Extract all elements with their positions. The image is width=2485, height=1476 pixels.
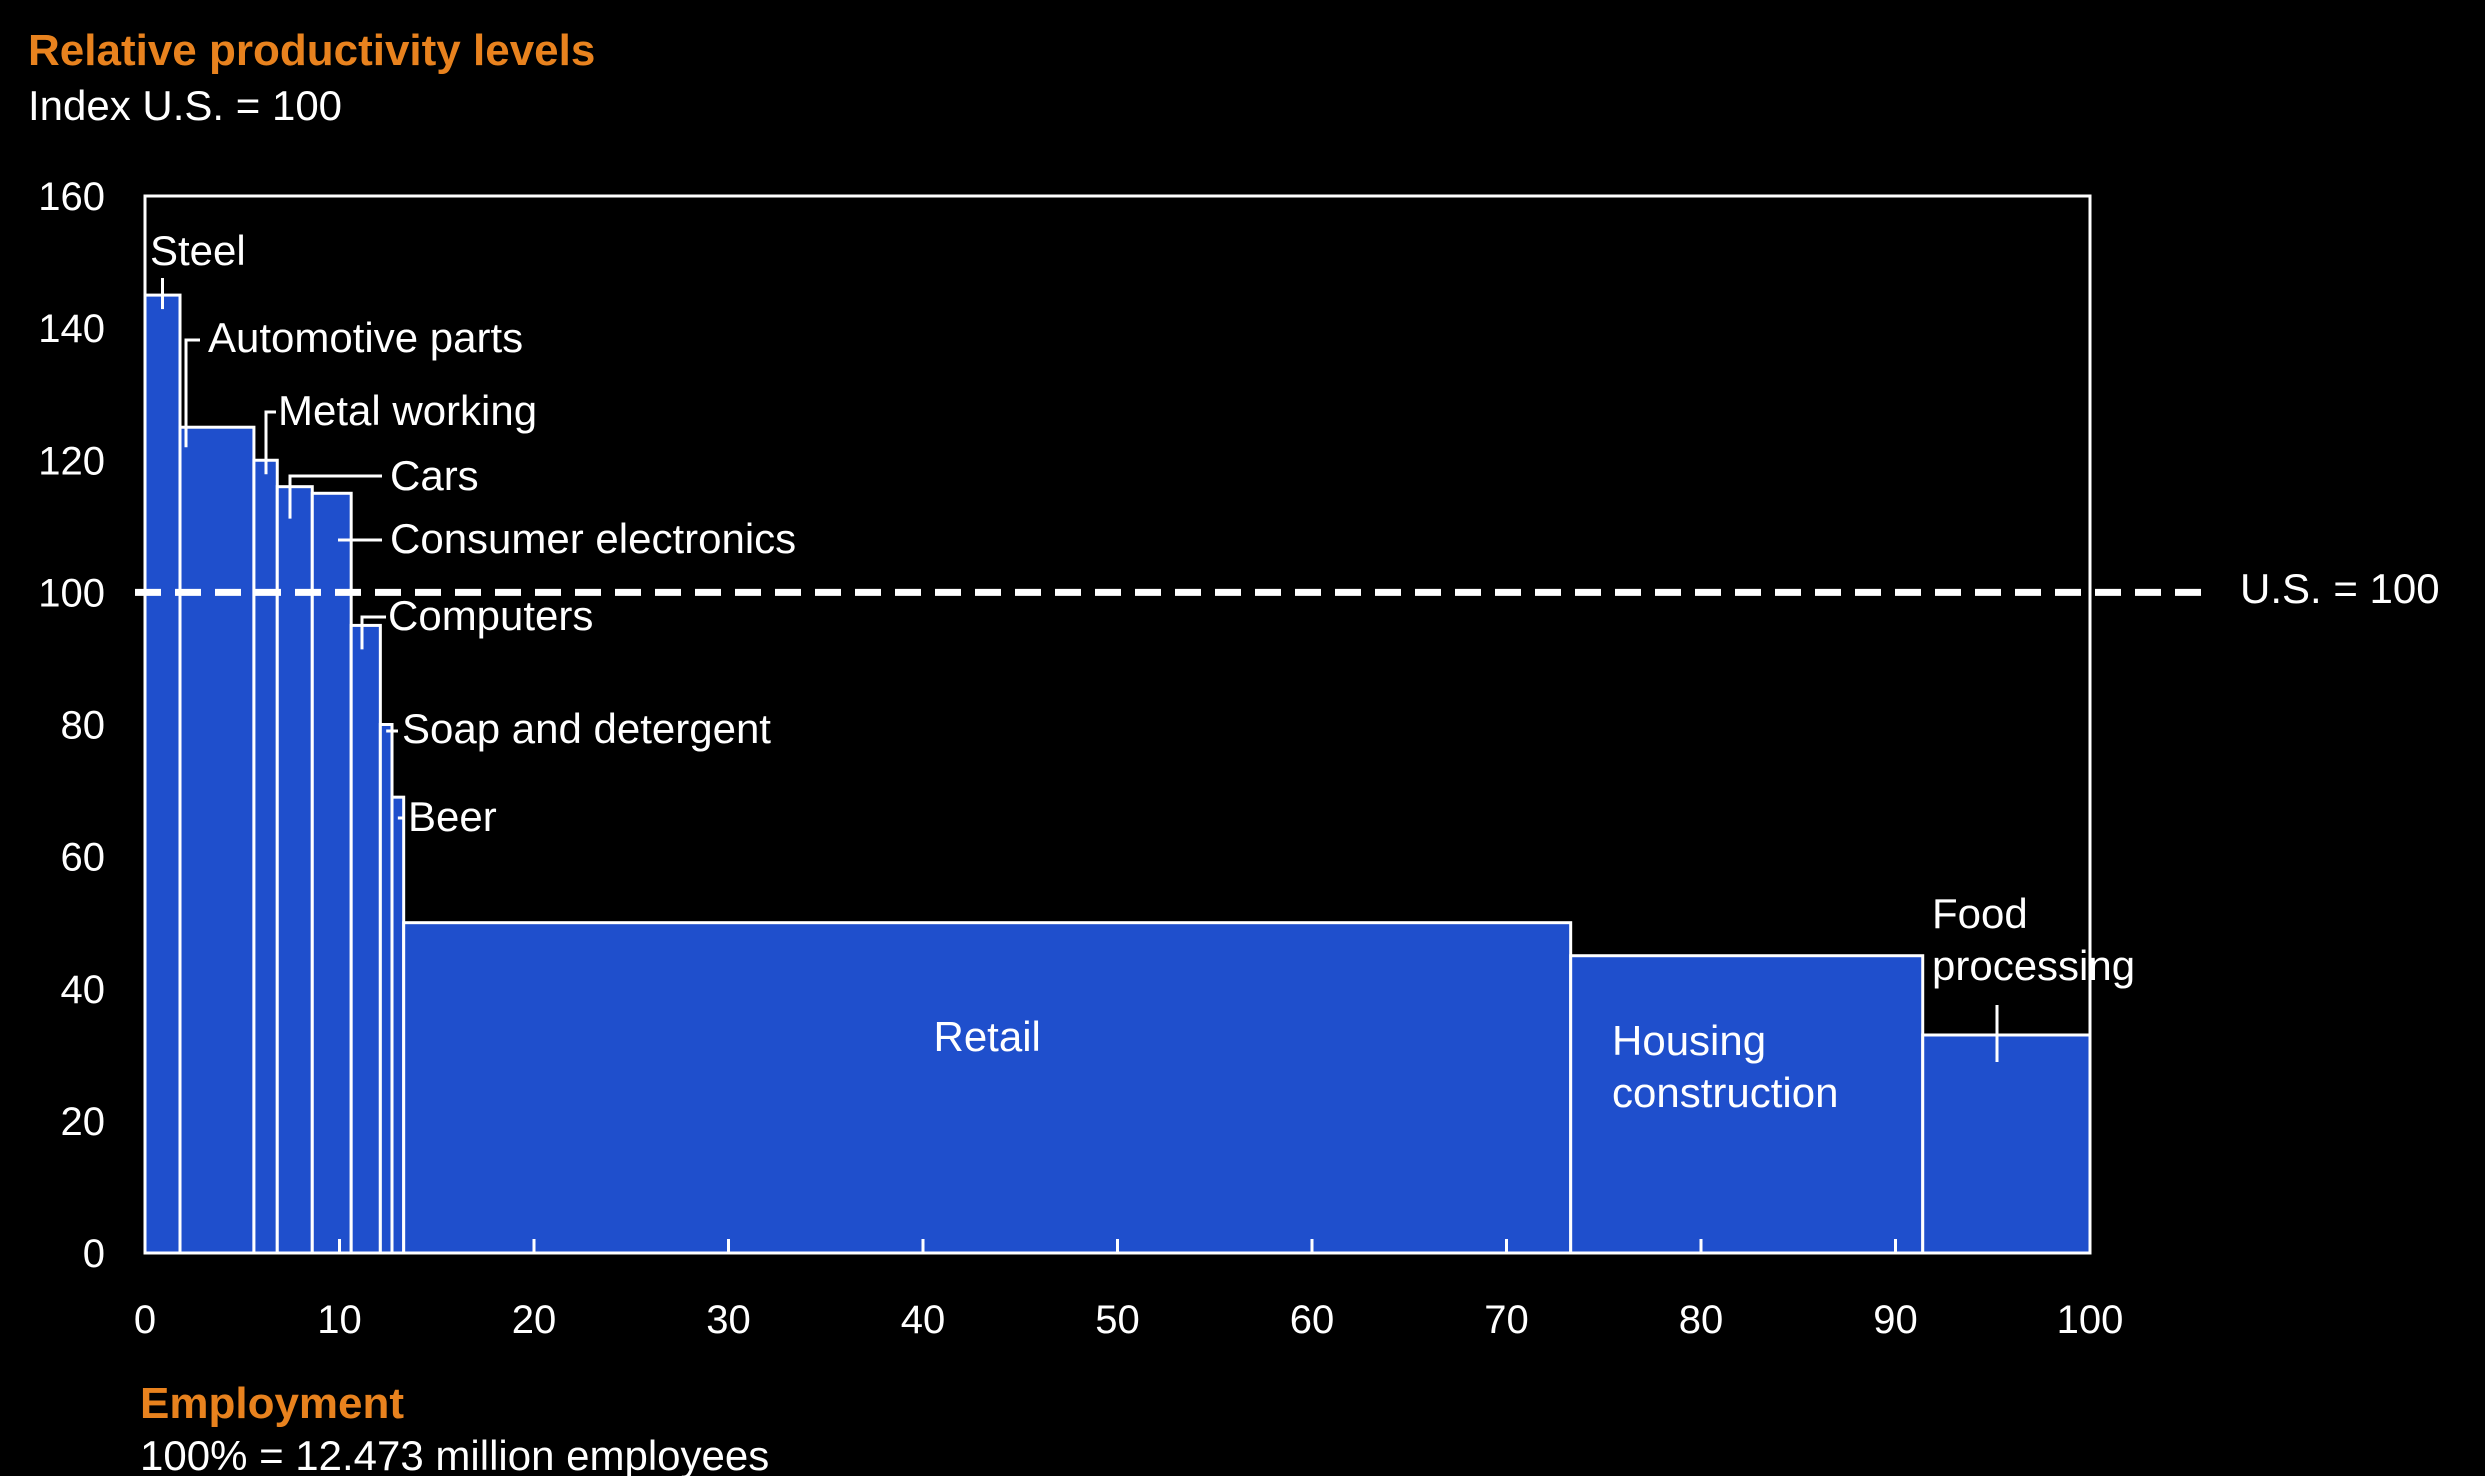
y-tick-label: 160 <box>38 175 105 219</box>
bar-food-processing <box>1921 1033 2092 1255</box>
x-axis-note: 100% = 12.473 million employees <box>140 1432 769 1476</box>
bar-soap-and-detergent <box>378 723 394 1255</box>
bar-metal-working <box>252 458 279 1255</box>
y-tick-label: 20 <box>61 1100 106 1144</box>
bar-beer <box>390 795 406 1255</box>
y-tick-label: 100 <box>38 571 105 615</box>
label-retail: Retail <box>933 1013 1040 1060</box>
bar-consumer-electronics <box>310 491 353 1255</box>
x-tick-label: 40 <box>901 1298 946 1342</box>
x-tick-label: 70 <box>1484 1298 1529 1342</box>
leader-automotive-parts <box>184 338 200 448</box>
axes-group: 0 20 40 60 80 100 120 140 160 0 10 20 30 40 50 60 70 80 90… <box>38 175 2210 1342</box>
segment-labels-group: Steel Automotive parts Metal working Cars Co… <box>150 227 2135 1116</box>
x-tick-label: 60 <box>1290 1298 1335 1342</box>
x-tick-label: 10 <box>317 1298 362 1342</box>
y-tick-label: 80 <box>61 704 106 748</box>
label-food-processing: Food processing <box>1932 890 2135 989</box>
bar-retail <box>402 921 1573 1255</box>
label-automotive-parts: Automotive parts <box>208 314 523 361</box>
y-tick-label: 0 <box>83 1232 105 1276</box>
reference-line-label: U.S. = 100 <box>2240 565 2440 612</box>
x-axis-title: Employment <box>140 1379 404 1428</box>
y-tick-label: 120 <box>38 439 105 483</box>
leader-cars <box>288 474 382 519</box>
label-cars: Cars <box>390 452 479 499</box>
bars-group <box>143 293 2092 1255</box>
x-tick-label: 90 <box>1873 1298 1918 1342</box>
bar-computers <box>349 623 382 1255</box>
label-housing-construction: Housing construction <box>1612 1017 1838 1116</box>
label-steel: Steel <box>150 227 246 274</box>
label-soap-and-detergent: Soap and detergent <box>402 705 771 752</box>
label-computers: Computers <box>388 592 593 639</box>
chart-title: Relative productivity levels <box>28 26 595 75</box>
y-tick-label: 40 <box>61 968 106 1012</box>
chart-subtitle: Index U.S. = 100 <box>28 82 342 129</box>
x-tick-label: 50 <box>1095 1298 1140 1342</box>
label-metal-working: Metal working <box>278 387 537 434</box>
x-tick-label: 0 <box>134 1298 156 1342</box>
y-tick-label: 140 <box>38 307 105 351</box>
leader-computers <box>360 615 386 650</box>
x-tick-label: 100 <box>2057 1298 2124 1342</box>
bar-steel <box>143 293 182 1255</box>
leader-metal-working <box>264 410 276 475</box>
label-consumer-electronics: Consumer electronics <box>390 515 796 562</box>
label-beer: Beer <box>408 793 497 840</box>
bar-automotive-parts <box>178 425 256 1255</box>
x-tick-label: 80 <box>1679 1298 1724 1342</box>
x-tick-label: 20 <box>512 1298 557 1342</box>
bar-cars <box>275 485 314 1255</box>
y-tick-label: 60 <box>61 836 106 880</box>
x-tick-label: 30 <box>706 1298 751 1342</box>
